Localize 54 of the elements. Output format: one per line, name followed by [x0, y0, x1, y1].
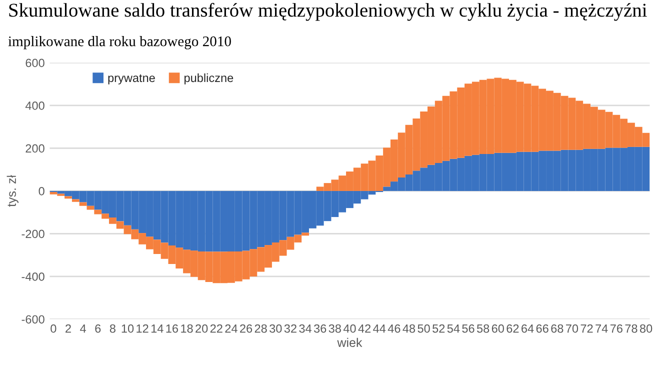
- x-tick-label: 30: [270, 324, 282, 333]
- x-tick-label: 42: [358, 324, 371, 333]
- x-tick-label: 68: [551, 324, 564, 333]
- x-tick-label: 10: [122, 324, 134, 333]
- x-tick-label: 72: [580, 324, 593, 333]
- y-tick-label: -600: [22, 315, 44, 324]
- x-tick-label: 20: [196, 324, 208, 333]
- x-tick-label: 54: [447, 324, 460, 333]
- legend-label: prywatne: [108, 74, 155, 84]
- x-tick-label: 44: [373, 324, 386, 333]
- x-tick-label: 62: [506, 324, 519, 333]
- chart-title: Skumulowane saldo transferów międzypokoleniowych w cyklu życia - mężczyźni: [9, 2, 647, 21]
- x-tick-label: 8: [110, 324, 116, 333]
- x-tick-label: 56: [462, 324, 474, 333]
- x-tick-label: 46: [388, 324, 400, 333]
- x-tick-label: 48: [402, 324, 416, 333]
- x-tick-label: 28: [254, 324, 267, 333]
- x-tick-label: 14: [151, 324, 164, 333]
- x-tick-label: 26: [240, 324, 252, 333]
- x-tick-label: 18: [181, 324, 193, 333]
- x-tick-label: 24: [225, 324, 238, 333]
- y-tick-label: 0: [38, 186, 44, 196]
- x-tick-label: 34: [299, 324, 312, 333]
- y-tick-label: 400: [25, 102, 44, 110]
- x-tick-label: 4: [80, 324, 86, 333]
- x-tick-label: 58: [476, 324, 490, 333]
- x-tick-label: 52: [432, 324, 445, 333]
- x-tick-label: 66: [536, 324, 548, 333]
- x-tick-label: 76: [610, 324, 622, 333]
- legend-label: publiczne: [184, 73, 234, 84]
- x-tick-label: 38: [328, 324, 341, 333]
- x-tick-label: 40: [343, 324, 356, 333]
- y-tick-label: -200: [22, 230, 44, 238]
- x-tick-label: 22: [210, 324, 222, 333]
- x-tick-label: 60: [492, 324, 504, 333]
- x-tick-label: 50: [418, 324, 430, 333]
- x-tick-label: 78: [625, 324, 638, 333]
- x-tick-label: 12: [136, 324, 148, 333]
- y-tick-label: -400: [22, 272, 44, 281]
- chart-subtitle: implikowane dla roku bazowego 2010: [8, 36, 231, 50]
- x-tick-label: 74: [596, 324, 608, 333]
- y-tick-label: 200: [26, 144, 44, 153]
- y-axis-title: tys. zł: [6, 175, 18, 207]
- x-tick-label: 80: [640, 324, 652, 333]
- x-tick-label: 32: [284, 324, 296, 333]
- x-tick-label: 36: [314, 324, 326, 333]
- x-tick-label: 70: [566, 324, 578, 333]
- x-tick-label: 2: [66, 324, 71, 333]
- x-tick-label: 0: [50, 324, 56, 333]
- y-tick-label: 600: [26, 58, 44, 68]
- x-axis-title: wiek: [337, 338, 362, 348]
- x-tick-label: 16: [166, 324, 178, 333]
- x-tick-label: 6: [95, 324, 101, 333]
- x-tick-label: 64: [522, 324, 534, 333]
